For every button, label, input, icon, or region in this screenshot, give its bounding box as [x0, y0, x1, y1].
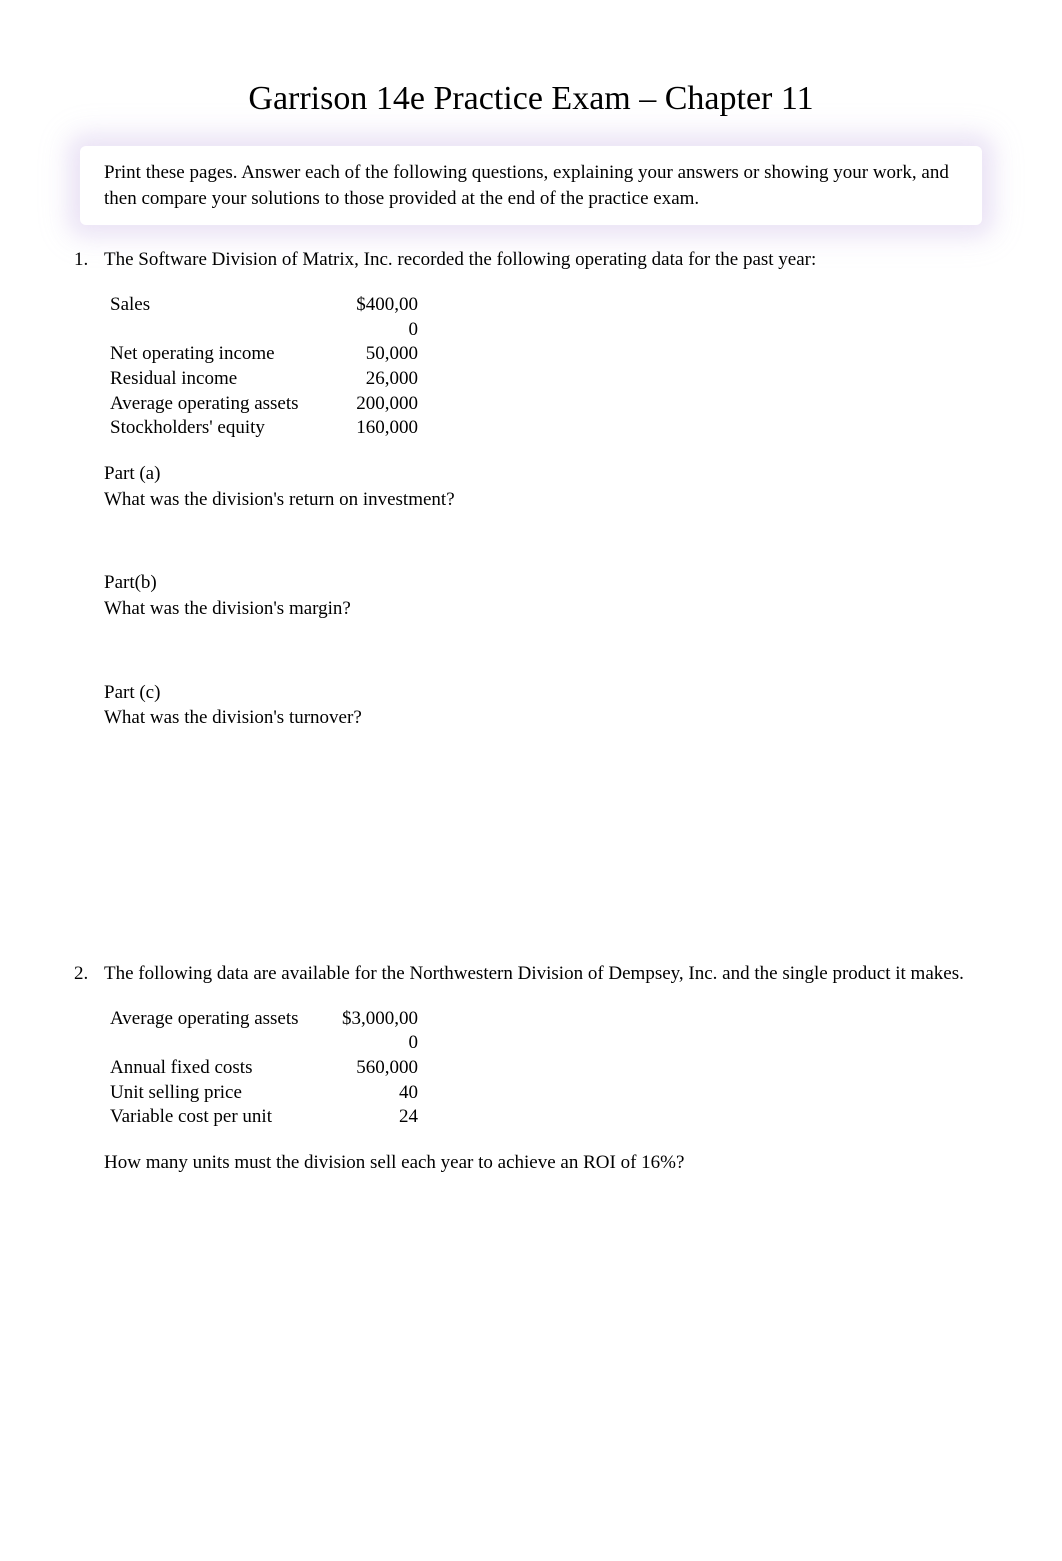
table-row: 0	[110, 1031, 418, 1056]
table-cell-label: Annual fixed costs	[110, 1056, 340, 1081]
table-cell-label: Variable cost per unit	[110, 1105, 340, 1130]
part-c-label: Part (c)	[104, 680, 992, 706]
question-1-intro: The Software Division of Matrix, Inc. re…	[104, 247, 992, 273]
table-cell-value: 200,000	[340, 392, 418, 417]
part-b-label: Part(b)	[104, 570, 992, 596]
table-cell-label	[110, 1031, 340, 1056]
question-1: 1. The Software Division of Matrix, Inc.…	[70, 247, 992, 961]
table-cell-label: Net operating income	[110, 342, 340, 367]
table-cell-value: 50,000	[340, 342, 418, 367]
table-cell-value: $400,00	[340, 293, 418, 318]
table-row: 0	[110, 318, 418, 343]
question-1-part-c: Part (c) What was the division's turnove…	[104, 680, 992, 731]
page-title: Garrison 14e Practice Exam – Chapter 11	[70, 80, 992, 118]
table-cell-value: 160,000	[340, 416, 418, 441]
table-cell-label	[110, 318, 340, 343]
question-1-data-table: Sales $400,00 0 Net operating income 50,…	[110, 293, 418, 441]
instruction-box: Print these pages. Answer each of the fo…	[80, 146, 982, 225]
table-cell-label: Stockholders' equity	[110, 416, 340, 441]
table-cell-value: $3,000,00	[340, 1007, 418, 1032]
table-cell-value: 0	[340, 318, 418, 343]
question-2-final-question: How many units must the division sell ea…	[104, 1150, 992, 1176]
table-cell-label: Average operating assets	[110, 392, 340, 417]
table-row: Net operating income 50,000	[110, 342, 418, 367]
part-a-question: What was the division's return on invest…	[104, 487, 992, 513]
table-row: Unit selling price 40	[110, 1081, 418, 1106]
question-2-body: The following data are available for the…	[104, 961, 992, 1176]
part-b-question: What was the division's margin?	[104, 596, 992, 622]
table-row: Sales $400,00	[110, 293, 418, 318]
table-row: Average operating assets $3,000,00	[110, 1007, 418, 1032]
question-2-intro: The following data are available for the…	[104, 961, 992, 987]
table-cell-value: 26,000	[340, 367, 418, 392]
question-1-body: The Software Division of Matrix, Inc. re…	[104, 247, 992, 961]
question-2-data-table: Average operating assets $3,000,00 0 Ann…	[110, 1007, 418, 1130]
table-cell-label: Sales	[110, 293, 340, 318]
question-1-part-a: Part (a) What was the division's return …	[104, 461, 992, 512]
question-2-number: 2.	[70, 961, 104, 1176]
table-row: Stockholders' equity 160,000	[110, 416, 418, 441]
table-row: Average operating assets 200,000	[110, 392, 418, 417]
table-cell-value: 560,000	[340, 1056, 418, 1081]
table-cell-label: Average operating assets	[110, 1007, 340, 1032]
table-cell-label: Unit selling price	[110, 1081, 340, 1106]
table-cell-value: 40	[340, 1081, 418, 1106]
table-row: Variable cost per unit 24	[110, 1105, 418, 1130]
question-1-number: 1.	[70, 247, 104, 961]
question-1-part-b: Part(b) What was the division's margin?	[104, 570, 992, 621]
part-c-question: What was the division's turnover?	[104, 705, 992, 731]
table-cell-label: Residual income	[110, 367, 340, 392]
table-cell-value: 0	[340, 1031, 418, 1056]
table-row: Annual fixed costs 560,000	[110, 1056, 418, 1081]
part-a-label: Part (a)	[104, 461, 992, 487]
table-cell-value: 24	[340, 1105, 418, 1130]
table-row: Residual income 26,000	[110, 367, 418, 392]
question-2: 2. The following data are available for …	[70, 961, 992, 1176]
